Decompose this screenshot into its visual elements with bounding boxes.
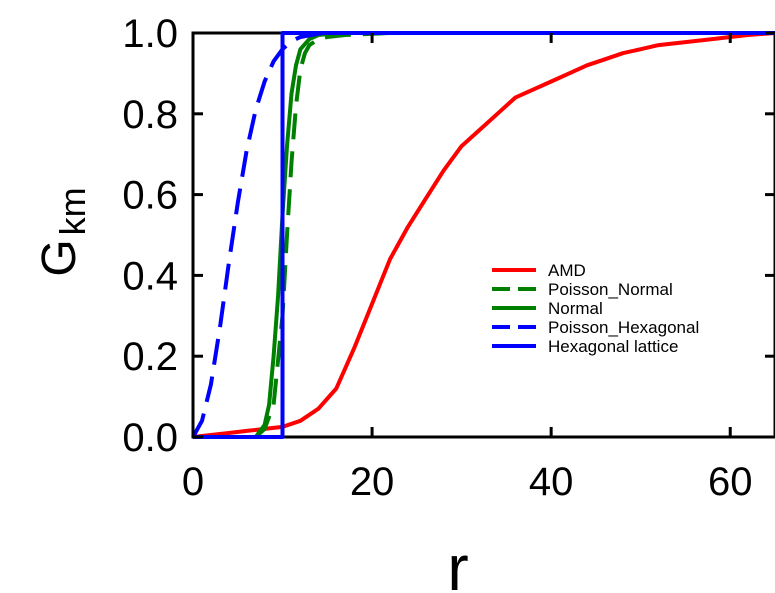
legend-label-amd: AMD [548,261,586,280]
y-axis-title: Gkm [33,187,93,276]
legend-label-normal: Normal [548,299,603,318]
legend-label-hexagonal-lattice: Hexagonal lattice [548,337,678,356]
x-axis-title: r [447,532,468,593]
y-tick-label: 0.4 [122,254,178,298]
x-tick-label: 0 [182,460,204,504]
series-line-normal [254,31,337,439]
series-line-poisson-normal [254,31,391,439]
series-line-poisson-hexagonal [191,31,337,438]
y-axis-title-sub: km [52,187,93,235]
y-tick-label: 0.6 [122,174,178,218]
series-line-hexagonal-lattice [193,31,775,439]
y-tick-label: 0.0 [122,416,178,460]
y-axis-title-group: Gkm [33,187,93,276]
series-line-amd [192,31,775,439]
y-tick-label: 0.8 [122,93,178,137]
legend: AMDPoisson_NormalNormalPoisson_Hexagonal… [492,261,699,356]
y-axis-title-main: G [33,239,86,276]
y-tick-label: 0.2 [122,335,178,379]
legend-label-poisson-hexagonal: Poisson_Hexagonal [548,318,699,337]
y-tick-label: 1.0 [122,12,178,56]
x-tick-label: 20 [350,460,395,504]
ticks-layer: 0 20 40 60 0.0 0.2 0.4 0.6 0.8 1.0 [122,12,775,504]
x-tick-label: 40 [529,460,574,504]
legend-label-poisson-normal: Poisson_Normal [548,280,673,299]
series-layer [191,31,775,439]
x-tick-label: 60 [708,460,753,504]
